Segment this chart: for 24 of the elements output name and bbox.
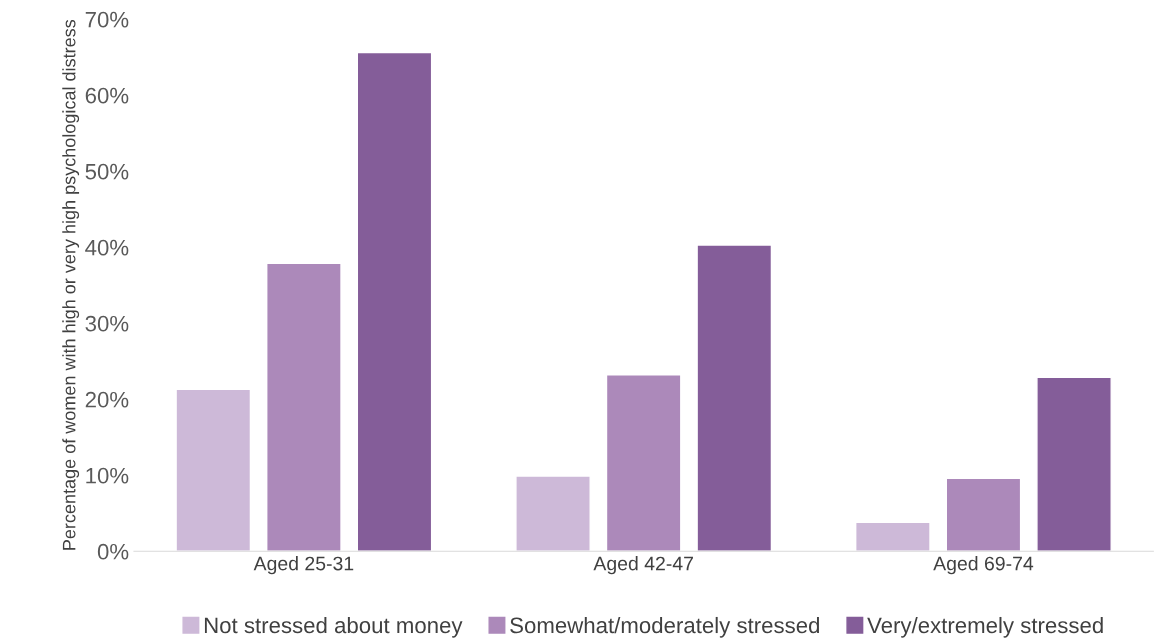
x-tick-label: Aged 69-74 (933, 556, 1034, 575)
bar (1036, 376, 1112, 552)
bar (605, 374, 682, 552)
bar (854, 521, 931, 552)
y-tick-label: 10% (86, 467, 129, 484)
y-axis-title: Percentage of women with high or very high psychological distress (62, 19, 80, 550)
x-tick-label: Aged 42-47 (593, 556, 693, 575)
y-tick-label: 30% (85, 315, 129, 332)
bar (266, 262, 342, 552)
bar (515, 475, 591, 552)
y-tick-label: 70% (85, 11, 129, 28)
x-tick-label: Aged 25-31 (253, 556, 354, 575)
bar (696, 244, 773, 552)
y-tick-label: 20% (85, 391, 129, 408)
y-tick-label: 50% (85, 163, 129, 180)
y-tick-label: 0% (97, 543, 129, 560)
bar (945, 477, 1022, 552)
bar (356, 51, 433, 552)
legend-label: Very/extremely stressed (867, 616, 1103, 638)
bar (175, 388, 252, 552)
legend-label: Not stressed about money (204, 616, 463, 638)
legend-label: Somewhat/moderately stressed (510, 616, 819, 638)
y-tick-label: 60% (85, 87, 129, 104)
y-tick-label: 40% (85, 239, 129, 256)
